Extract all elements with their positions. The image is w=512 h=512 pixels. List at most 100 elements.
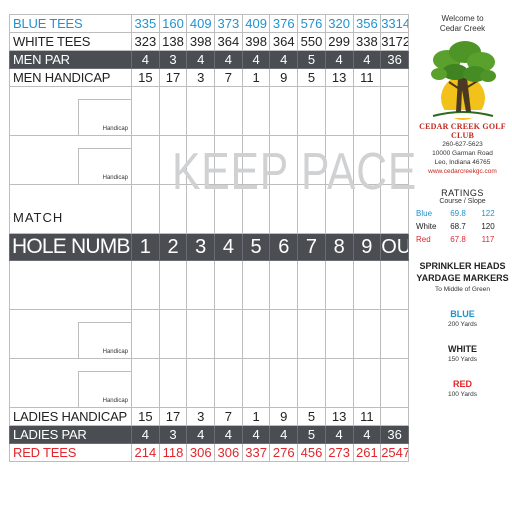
club-website[interactable]: www.cedarcreekgc.com [428, 168, 497, 175]
score-cell[interactable] [241, 260, 271, 310]
score-cell[interactable] [131, 260, 160, 310]
player-row-3-name-cell[interactable] [9, 260, 132, 310]
ladies-par-row-cell: 4 [352, 425, 382, 444]
player-row-4-name-cell[interactable]: Handicap [9, 309, 132, 359]
score-cell[interactable] [158, 86, 188, 136]
ladies-par-row-cell: 4 [324, 425, 354, 444]
score-cell[interactable] [186, 135, 216, 185]
white-tees-row-cell: 550 [297, 32, 326, 51]
rating-course: 67.8 [450, 235, 466, 244]
men-par-row-cell: 5 [297, 50, 326, 69]
score-cell[interactable] [324, 309, 354, 359]
score-cell[interactable] [324, 135, 354, 185]
score-cell[interactable] [297, 260, 326, 310]
score-cell[interactable] [324, 358, 354, 408]
score-cell[interactable] [131, 309, 160, 359]
score-cell[interactable] [324, 184, 354, 234]
men-handicap-row-cell: 3 [186, 68, 216, 87]
handicap-box[interactable]: Handicap [78, 322, 131, 358]
score-cell[interactable] [158, 260, 188, 310]
player-row-4: Handicap [9, 309, 409, 359]
score-cell[interactable] [241, 358, 271, 408]
rating-row: Red 67.8 117 [413, 235, 512, 244]
score-cell[interactable] [352, 135, 382, 185]
score-cell[interactable] [158, 358, 188, 408]
score-cell[interactable] [380, 135, 409, 185]
ladies-par-row-cell: 4 [186, 425, 216, 444]
men-par-row-cell: 4 [186, 50, 216, 69]
score-cell[interactable] [380, 86, 409, 136]
score-cell[interactable] [380, 309, 409, 359]
match-row-name-cell[interactable]: MATCH [9, 184, 132, 234]
blue-tees-row-label: BLUE TEES [9, 14, 132, 33]
score-cell[interactable] [297, 86, 326, 136]
score-cell[interactable] [297, 135, 326, 185]
score-cell[interactable] [158, 309, 188, 359]
men-handicap-row-cell: 15 [131, 68, 160, 87]
score-cell[interactable] [214, 135, 243, 185]
score-cell[interactable] [131, 135, 160, 185]
handicap-box[interactable]: Handicap [78, 371, 131, 407]
score-cell[interactable] [324, 86, 354, 136]
blue-tees-row-cell: 409 [186, 14, 216, 33]
score-cell[interactable] [186, 184, 216, 234]
score-cell[interactable] [297, 358, 326, 408]
score-cell[interactable] [131, 86, 160, 136]
score-cell[interactable] [214, 358, 243, 408]
ladies-handicap-row-cell [380, 407, 409, 426]
score-cell[interactable] [324, 260, 354, 310]
hole-number-cell: 6 [269, 233, 299, 261]
score-cell[interactable] [269, 309, 299, 359]
player-row-5-name-cell[interactable]: Handicap [9, 358, 132, 408]
handicap-box[interactable]: Handicap [78, 99, 131, 135]
score-cell[interactable] [380, 260, 409, 310]
score-cell[interactable] [352, 184, 382, 234]
blue-tees-row-cell: 576 [297, 14, 326, 33]
score-cell[interactable] [380, 358, 409, 408]
score-cell[interactable] [269, 135, 299, 185]
score-cell[interactable] [269, 260, 299, 310]
score-cell[interactable] [269, 184, 299, 234]
score-cell[interactable] [241, 184, 271, 234]
ladies-handicap-row-cell: 11 [352, 407, 382, 426]
score-cell[interactable] [131, 358, 160, 408]
handicap-label: Handicap [102, 349, 128, 355]
score-cell[interactable] [214, 184, 243, 234]
score-cell[interactable] [158, 184, 188, 234]
score-cell[interactable] [352, 260, 382, 310]
player-row-2-name-cell[interactable]: Handicap [9, 135, 132, 185]
score-cell[interactable] [186, 358, 216, 408]
club-city: Leo, Indiana 46765 [434, 159, 491, 166]
score-cell[interactable] [158, 135, 188, 185]
handicap-box[interactable]: Handicap [78, 148, 131, 184]
score-cell[interactable] [214, 86, 243, 136]
ladies-handicap-row-cell: 5 [297, 407, 326, 426]
player-row-1-name-cell[interactable]: Handicap [9, 86, 132, 136]
score-cell[interactable] [214, 260, 243, 310]
score-cell[interactable] [269, 358, 299, 408]
score-cell[interactable] [186, 86, 216, 136]
men-handicap-row-cell: 5 [297, 68, 326, 87]
hole-number-cell: 8 [324, 233, 354, 261]
score-cell[interactable] [352, 86, 382, 136]
men-par-row-cell: 4 [241, 50, 271, 69]
score-cell[interactable] [241, 135, 271, 185]
score-cell[interactable] [186, 260, 216, 310]
score-cell[interactable] [380, 184, 409, 234]
red-tees-row-cell: 261 [352, 443, 382, 462]
score-cell[interactable] [352, 358, 382, 408]
score-cell[interactable] [186, 309, 216, 359]
score-cell[interactable] [131, 184, 160, 234]
score-cell[interactable] [269, 86, 299, 136]
cedar-tree-logo [430, 41, 496, 120]
score-cell[interactable] [352, 309, 382, 359]
match-row: MATCH [9, 184, 409, 234]
score-cell[interactable] [241, 309, 271, 359]
score-cell[interactable] [297, 184, 326, 234]
score-cell[interactable] [214, 309, 243, 359]
score-cell[interactable] [241, 86, 271, 136]
score-cell[interactable] [297, 309, 326, 359]
white-tees-row: WHITE TEES 323 138 398 364 398 364 550 299 338 317… [9, 32, 409, 51]
men-handicap-row-cell: 9 [269, 68, 299, 87]
club-address: 10000 Garman Road [432, 150, 493, 157]
